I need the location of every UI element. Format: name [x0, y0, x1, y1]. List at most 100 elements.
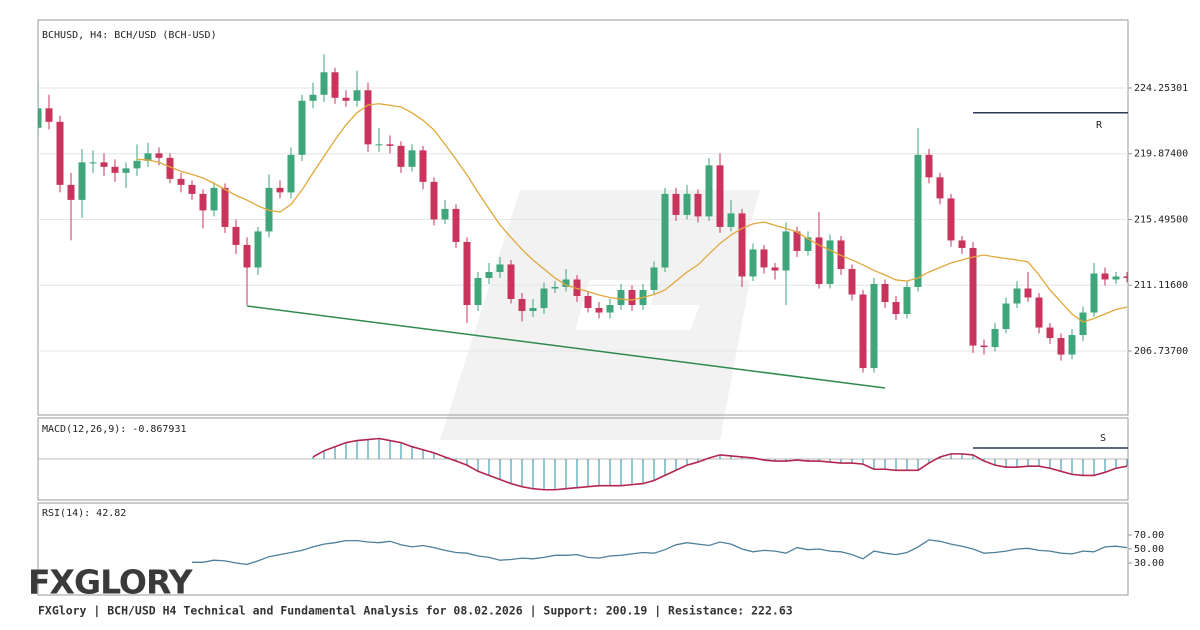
candle-body: [1112, 276, 1120, 280]
candle-body: [892, 302, 900, 315]
candle-body: [760, 249, 768, 268]
logo: FXGLORY: [28, 563, 194, 602]
candle-body: [1090, 273, 1098, 313]
moving-average: [136, 103, 1128, 323]
candle-body: [507, 264, 515, 300]
candle-body: [936, 177, 944, 199]
candle-body: [243, 244, 251, 268]
candle-body: [199, 193, 207, 211]
candle-body: [980, 345, 988, 348]
candle-body: [958, 240, 966, 248]
macd-line: [312, 437, 1128, 491]
candle-body: [584, 295, 592, 309]
candle-body: [452, 208, 460, 242]
candle-body: [155, 153, 163, 158]
candle-body: [661, 193, 669, 268]
candle-body: [628, 289, 636, 306]
candle-body: [1013, 288, 1021, 304]
candle-body: [111, 166, 119, 173]
candle-body: [947, 198, 955, 241]
candle-body: [254, 231, 262, 268]
candle-body: [672, 193, 680, 215]
candle-body: [804, 237, 812, 251]
watermark: [440, 190, 760, 440]
macd-title: MACD(12,26,9): -0.867931: [42, 424, 187, 435]
candle-body: [166, 157, 174, 179]
candle-body: [100, 162, 108, 167]
candle-body: [551, 286, 559, 289]
candle-body: [408, 150, 416, 167]
candle-body: [386, 144, 394, 146]
rsi-tick-label: 30.00: [1134, 558, 1164, 569]
candle-body: [716, 165, 724, 227]
candle-body: [122, 168, 130, 173]
support-label: S: [1100, 433, 1106, 444]
candle-body: [694, 193, 702, 217]
candle-body: [67, 184, 75, 200]
chart-title: BCHUSD, H4: BCH/USD (BCH-USD): [42, 30, 217, 41]
y-tick-label: 206.73700: [1134, 346, 1188, 357]
candle-body: [78, 162, 86, 200]
candle-body: [320, 72, 328, 95]
candle-body: [540, 288, 548, 309]
candle-body: [89, 162, 97, 164]
candle-body: [1101, 273, 1109, 280]
candle-body: [573, 279, 581, 296]
footer: FXGlory | BCH/USD H4 Technical and Funda…: [38, 604, 793, 618]
candle-body: [144, 153, 152, 161]
rsi-tick-label: 50.00: [1134, 544, 1164, 555]
candle-body: [1068, 335, 1076, 355]
candle-body: [617, 289, 625, 306]
candle-body: [705, 165, 713, 217]
candle-body: [859, 294, 867, 369]
candle-body: [430, 181, 438, 220]
candle-body: [364, 90, 372, 145]
resistance-label: R: [1096, 120, 1103, 131]
candle-body: [188, 184, 196, 194]
candle-body: [38, 108, 42, 128]
candle-body: [595, 308, 603, 313]
candle-body: [1057, 338, 1065, 355]
candle-body: [298, 100, 306, 155]
candle-body: [496, 264, 504, 272]
candle-body: [56, 121, 64, 185]
candle-body: [771, 267, 779, 271]
candle-body: [375, 144, 383, 146]
candle-body: [342, 97, 350, 101]
candle-body: [925, 154, 933, 178]
candle-body: [562, 279, 570, 287]
candle-body: [221, 187, 229, 227]
candle-body: [485, 271, 493, 278]
candle-body: [782, 231, 790, 271]
candle-body: [881, 283, 889, 303]
candle-body: [1079, 312, 1087, 336]
candle-body: [397, 145, 405, 167]
candle-body: [1002, 303, 1010, 330]
candle-body: [793, 231, 801, 251]
y-tick-label: 224.25301: [1134, 83, 1188, 94]
candle-body: [738, 213, 746, 277]
candle-body: [683, 193, 691, 215]
candle-body: [518, 299, 526, 312]
trend-line: [246, 305, 886, 389]
candle-body: [870, 283, 878, 369]
candle-body: [749, 249, 757, 277]
candle-body: [848, 268, 856, 295]
candle-body: [133, 160, 141, 169]
candle-body: [331, 72, 339, 98]
candle-body: [265, 187, 273, 232]
candle-body: [210, 187, 218, 211]
candle-body: [1024, 288, 1032, 298]
candle-body: [529, 308, 537, 312]
candle-body: [232, 226, 240, 245]
candle-body: [463, 241, 471, 306]
candle-body: [914, 154, 922, 287]
candle-body: [606, 305, 614, 313]
candle-body: [177, 178, 185, 185]
candle-body: [287, 154, 295, 193]
candle-body: [991, 329, 999, 348]
rsi-tick-label: 70.00: [1134, 530, 1164, 541]
y-tick-label: 219.87400: [1134, 149, 1188, 160]
candle-body: [903, 286, 911, 315]
